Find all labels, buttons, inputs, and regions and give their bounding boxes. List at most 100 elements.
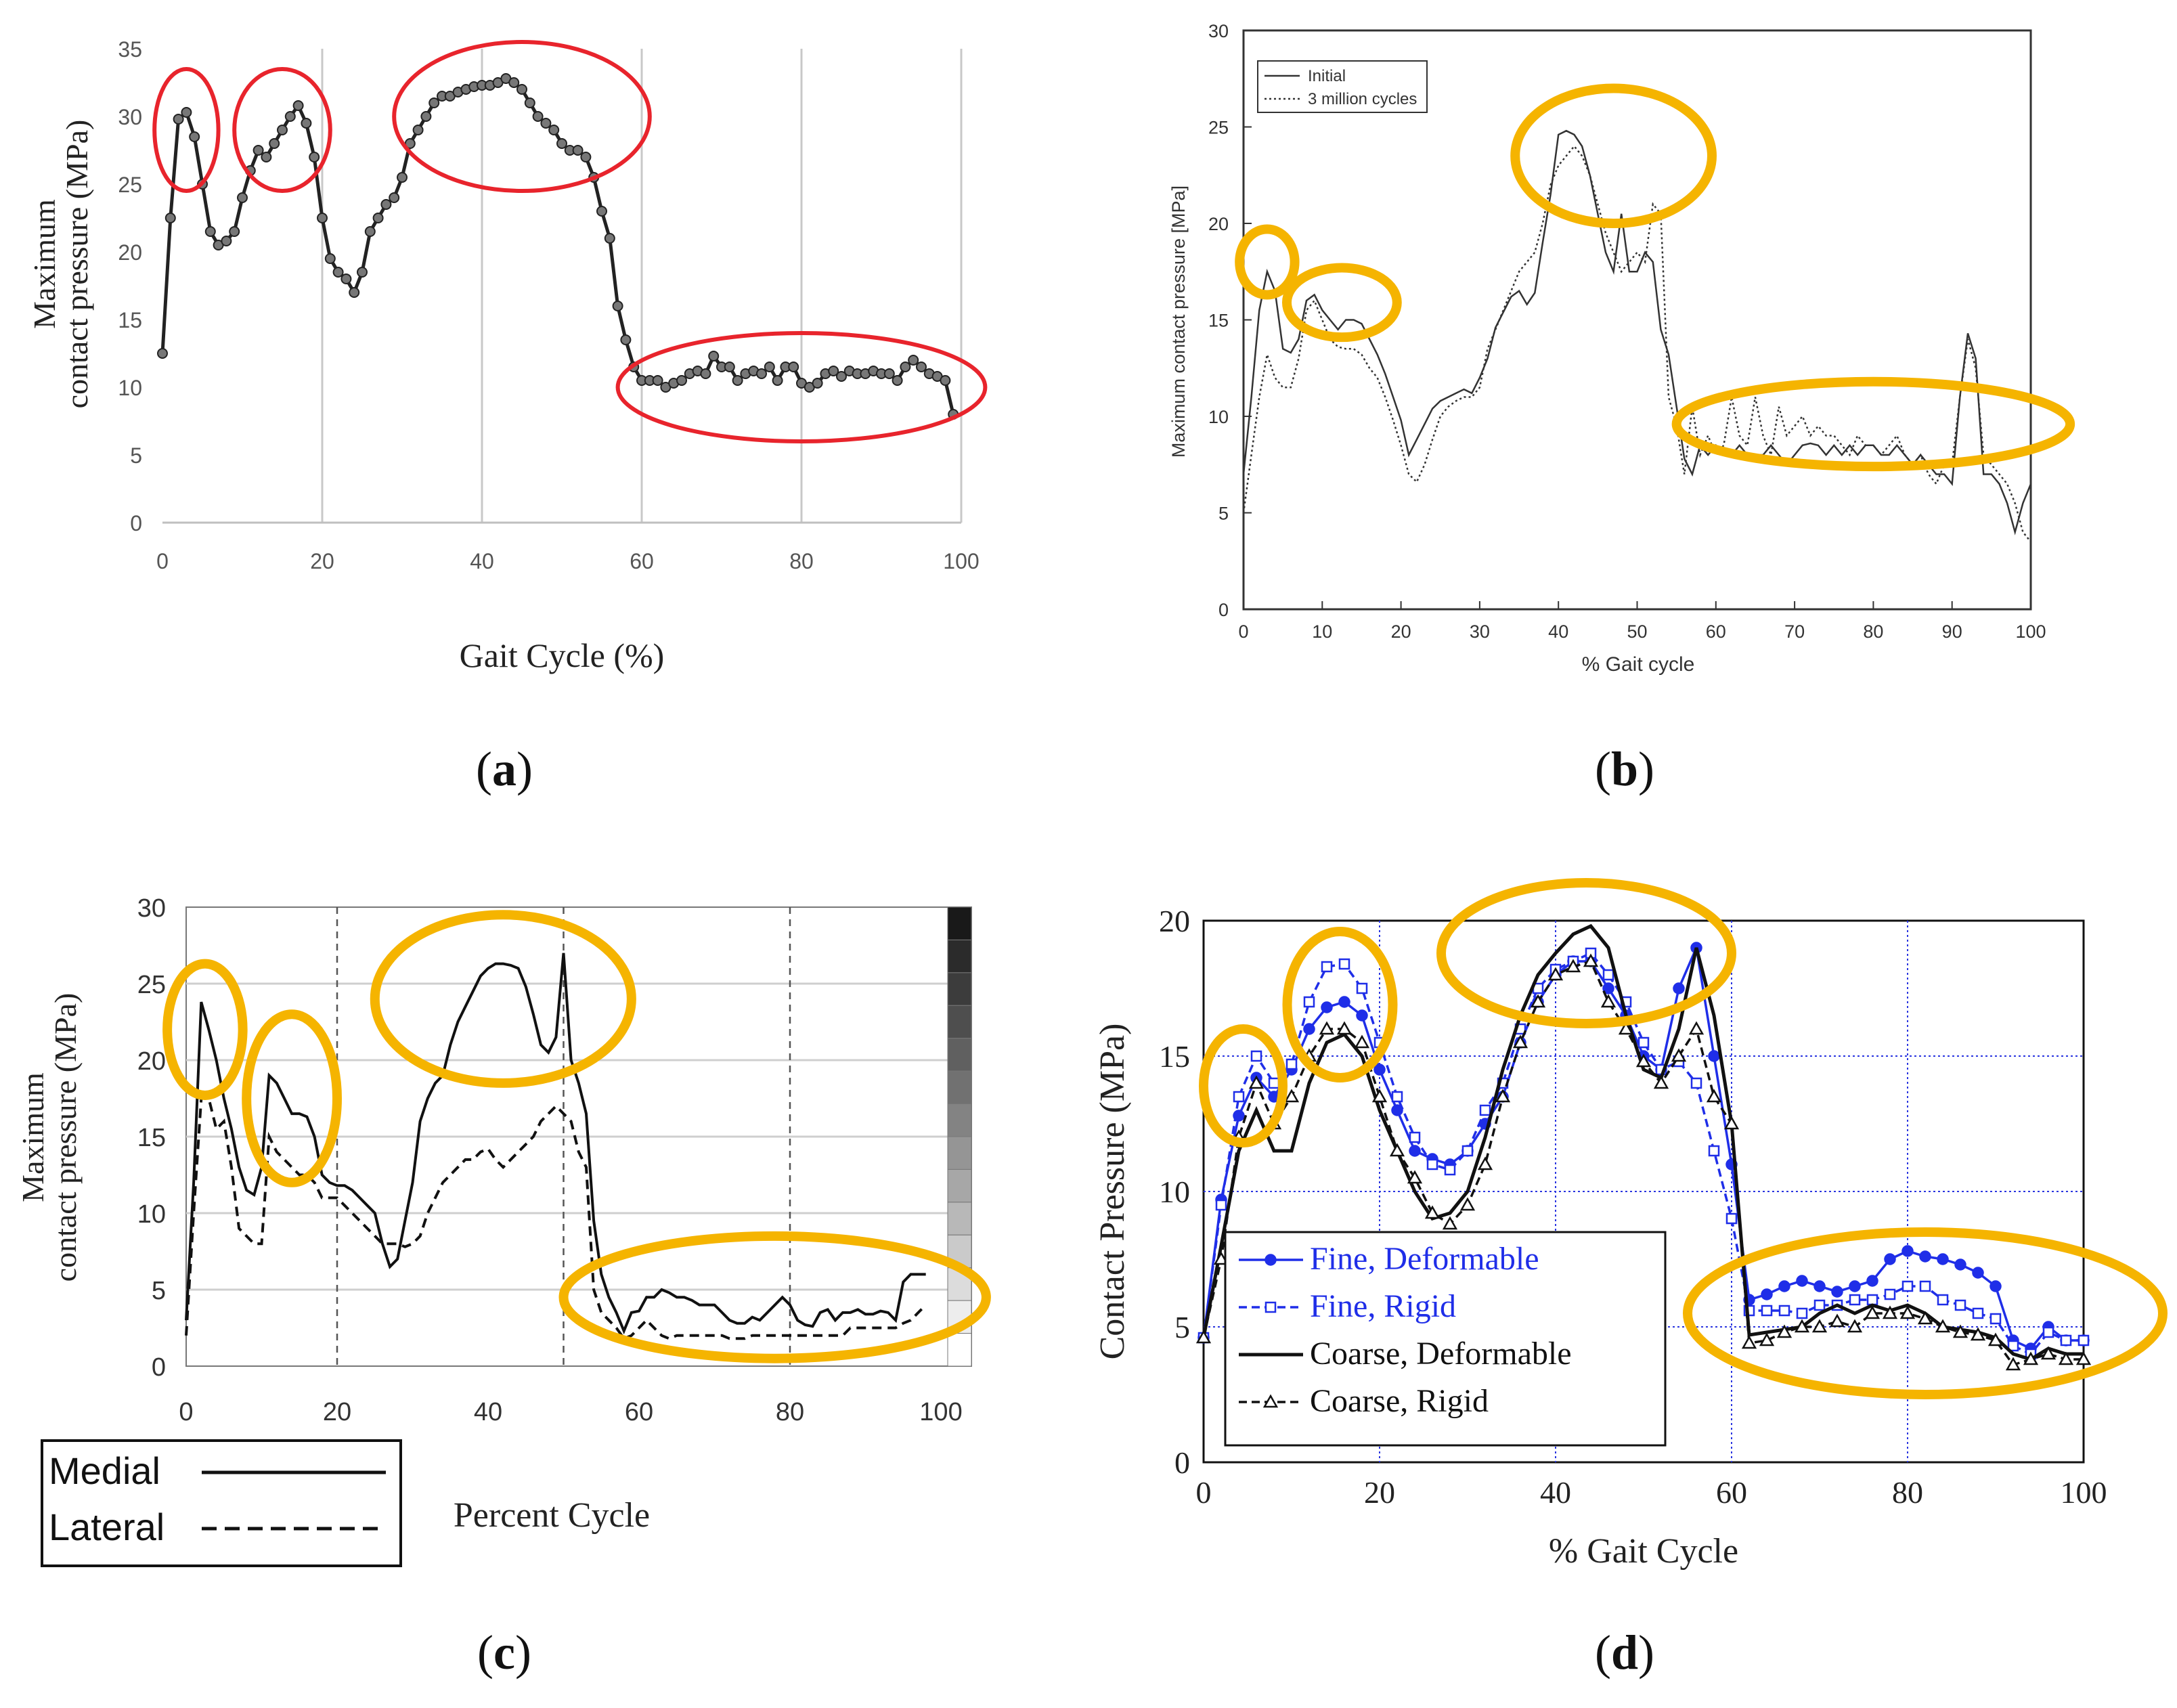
panel-c-caption-letter: c — [493, 1625, 515, 1680]
chart-d-marker-coarse-rigid — [2005, 1357, 2021, 1371]
chart-b-legend: Initial 3 million cycles — [1257, 60, 1428, 113]
chart-d-marker-coarse-rigid — [1882, 1305, 1898, 1319]
chart-d-marker-fine-deformable — [1356, 1009, 1368, 1022]
chart-c-legend: Medial Lateral — [41, 1439, 402, 1567]
chart-a-data-point — [580, 152, 592, 162]
chart-d-marker-fine-rigid — [1215, 1199, 1227, 1211]
chart-d-marker-coarse-rigid — [1847, 1319, 1863, 1333]
chart-a-x-tick-100: 100 — [943, 549, 979, 573]
chart-d-marker-fine-deformable — [1391, 1104, 1403, 1116]
chart-c-x-axis-label: Percent Cycle — [454, 1496, 650, 1535]
chart-d-marker-fine-rigid — [1479, 1104, 1491, 1116]
chart-a-data-point — [828, 366, 839, 376]
chart-d-marker-fine-deformable — [1972, 1267, 1984, 1279]
chart-c-grayscale-swatch — [947, 1202, 972, 1235]
chart-b-y-tick-10: 10 — [1208, 407, 1229, 427]
chart-b-y-tick-15: 15 — [1208, 311, 1229, 331]
chart-d-marker-fine-deformable — [1954, 1258, 1966, 1271]
chart-d-marker-coarse-rigid — [1635, 1053, 1652, 1068]
chart-a-data-point — [700, 368, 711, 379]
chart-d-marker-coarse-rigid — [1495, 1089, 1511, 1103]
chart-d-highlight-ellipse-2 — [1282, 927, 1398, 1082]
chart-d-marker-fine-rigid — [1637, 1036, 1650, 1049]
chart-a-data-point — [372, 213, 384, 223]
chart-d-legend-box — [1224, 1231, 1667, 1447]
chart-d-marker-fine-rigid — [2077, 1334, 2090, 1346]
panel-b-caption: (b) — [1595, 742, 1654, 796]
chart-b-series-initial — [1242, 129, 2032, 535]
chart-d-marker-fine-rigid — [1901, 1280, 1914, 1292]
chart-b-x-tick-100: 100 — [2015, 621, 2046, 642]
chart-a-data-point — [157, 348, 168, 359]
chart-a-data-point — [252, 145, 264, 156]
axis-label-line: contact pressure (MPa) — [48, 993, 83, 1282]
chart-a-data-point — [164, 213, 176, 223]
chart-a-series-line — [160, 76, 955, 415]
chart-d-marker-coarse-rigid — [2058, 1351, 2074, 1365]
chart-d-marker-fine-rigid — [1866, 1294, 1878, 1306]
chart-b-highlight-ellipse-1 — [1235, 224, 1300, 300]
chart-d-marker-coarse-rigid — [1442, 1216, 1458, 1230]
panel-a-caption-letter: a — [492, 742, 516, 796]
chart-d-highlight-ellipse-4 — [1683, 1227, 2168, 1399]
chart-d-marker-fine-deformable — [1866, 1275, 1878, 1287]
chart-d-x-tick-0: 0 — [1196, 1475, 1212, 1510]
chart-b-x-tick-70: 70 — [1784, 621, 1805, 642]
chart-d-marker-coarse-rigid — [1319, 1021, 1335, 1035]
chart-b-y-axis-label: Maximum contact pressure [MPa] — [1168, 185, 1189, 458]
chart-d-marker-fine-rigid — [2007, 1340, 2019, 1352]
chart-a-data-point — [883, 368, 895, 379]
chart-a-data-point — [357, 267, 368, 278]
chart-d-x-tick-80: 80 — [1892, 1475, 1923, 1510]
chart-d-marker-coarse-rigid — [1899, 1305, 1916, 1319]
chart-a-data-point — [604, 233, 615, 244]
chart-d-marker-fine-rigid — [1972, 1307, 1984, 1319]
chart-c-y-tick-20: 20 — [137, 1047, 166, 1076]
chart-a-data-point — [324, 253, 336, 264]
chart-d-marker-fine-rigid — [1813, 1299, 1826, 1311]
chart-d-y-tick-5: 5 — [1174, 1310, 1190, 1344]
chart-a-data-point — [620, 334, 632, 345]
panel-d-caption: (d) — [1595, 1625, 1654, 1680]
chart-d-series-coarse-deformable — [1202, 923, 2084, 1361]
chart-c-grayscale-swatch — [947, 906, 972, 940]
chart-c-x-tick-0: 0 — [179, 1398, 193, 1426]
chart-d-marker-coarse-rigid — [1952, 1324, 1969, 1338]
chart-d-y-tick-20: 20 — [1159, 904, 1190, 938]
chart-c-x-tick-60: 60 — [625, 1398, 653, 1426]
chart-c-x-tick-100: 100 — [919, 1398, 962, 1426]
chart-a-data-point — [756, 368, 767, 379]
chart-a-data-point — [349, 287, 360, 298]
chart-a-data-point — [772, 375, 783, 386]
chart-d-marker-coarse-rigid — [1424, 1205, 1441, 1219]
chart-d-legend-marker-coarse-rigid — [1262, 1394, 1279, 1408]
chart-a-data-point — [277, 125, 288, 135]
chart-b-x-tick-60: 60 — [1706, 621, 1726, 642]
chart-d-marker-fine-rigid — [1303, 996, 1315, 1008]
chart-d-marker-coarse-rigid — [1547, 967, 1564, 981]
chart-a-data-point — [892, 375, 903, 386]
chart-a-data-point — [261, 152, 272, 162]
chart-d-marker-coarse-rigid — [1354, 1034, 1370, 1049]
chart-d-highlight-ellipse-3 — [1436, 878, 1736, 1028]
chart-d-y-tick-15: 15 — [1159, 1039, 1190, 1074]
chart-d-marker-coarse-rigid — [1723, 1116, 1740, 1130]
chart-d-marker-fine-rigid — [1725, 1212, 1738, 1225]
chart-b-x-ticks: 0 10 20 30 40 50 60 70 80 90 100 — [1238, 601, 2046, 642]
chart-a-x-axis-label: Gait Cycle (%) — [460, 636, 665, 674]
chart-d-highlight-ellipses — [1199, 878, 2168, 1399]
chart-d-marker-coarse-rigid — [1987, 1332, 2004, 1346]
chart-d-marker-fine-deformable — [1796, 1275, 1808, 1287]
chart-d-marker-coarse-rigid — [1759, 1332, 1775, 1346]
chart-a-data-point — [556, 138, 567, 149]
chart-c-x-tick-20: 20 — [323, 1398, 351, 1426]
chart-d-marker-coarse-rigid — [1477, 1156, 1493, 1170]
chart-a-y-tick-25: 25 — [118, 173, 142, 197]
chart-d-x-tick-60: 60 — [1716, 1475, 1747, 1510]
chart-a-data-point — [652, 375, 663, 386]
chart-a-data-point — [301, 118, 312, 129]
chart-d-marker-fine-deformable — [1831, 1286, 1843, 1298]
chart-c-highlight-ellipse-3 — [370, 910, 636, 1088]
chart-a-data-point — [676, 375, 687, 386]
chart-d-y-tick-labels: 0 5 10 15 20 — [1159, 904, 1190, 1480]
